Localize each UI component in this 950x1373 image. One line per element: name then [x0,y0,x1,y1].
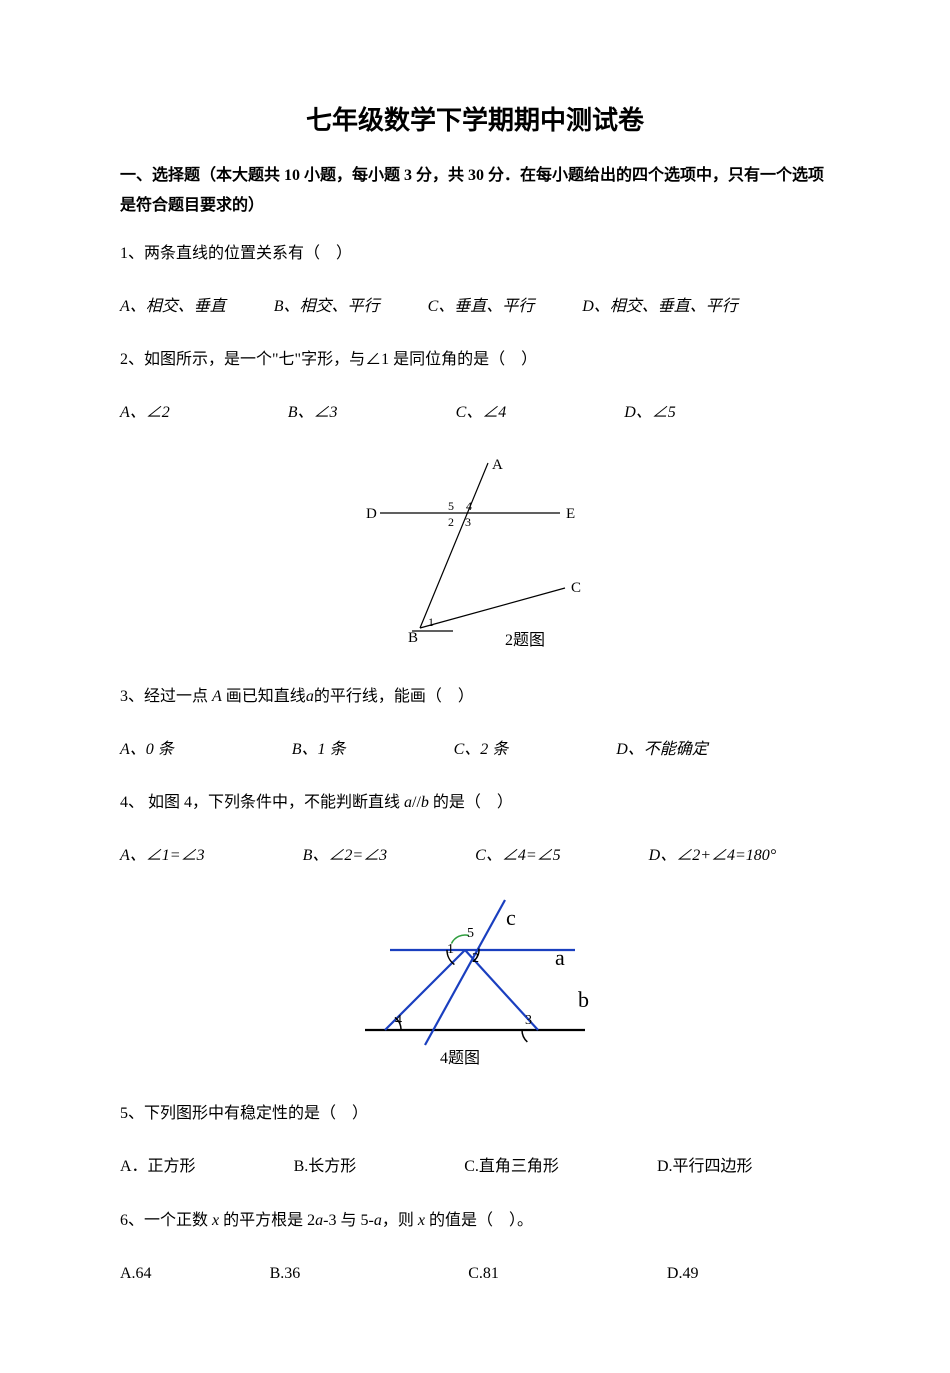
q1-opt-b: B、相交、平行 [274,293,380,320]
q4-opt-c: C、∠4=∠5 [475,842,560,869]
q2-opt-a: A、∠2 [120,399,170,426]
svg-text:b: b [578,987,589,1012]
q3-text: 3、经过一点 A 画已知直线a的平行线，能画（ ） [120,683,830,710]
svg-text:5: 5 [448,499,454,513]
q5-opt-a: A．正方形 [120,1153,196,1180]
q6-opt-c: C.81 [468,1260,499,1287]
q2-opt-b: B、∠3 [288,399,338,426]
svg-text:4: 4 [466,499,472,513]
svg-text:1: 1 [447,942,454,957]
q6-opt-b: B.36 [270,1260,301,1287]
svg-text:3: 3 [525,1013,532,1028]
svg-text:4题图: 4题图 [440,1050,480,1067]
q3-opt-c: C、2 条 [454,736,509,763]
svg-text:2题图: 2题图 [505,632,545,649]
q1-opt-d: D、相交、垂直、平行 [582,293,738,320]
q1-opt-c: C、垂直、平行 [428,293,535,320]
q4-text: 4、 如图 4，下列条件中，不能判断直线 a//b 的是（ ） [120,789,830,816]
q4-opt-d: D、∠2+∠4=180° [649,842,777,869]
svg-text:c: c [506,905,516,930]
exam-title: 七年级数学下学期期中测试卷 [120,100,830,137]
svg-text:4: 4 [395,1013,402,1028]
q4-options: A、∠1=∠3 B、∠2=∠3 C、∠4=∠5 D、∠2+∠4=180° [120,842,830,869]
svg-text:C: C [571,580,581,596]
svg-text:a: a [555,945,565,970]
section-1-header: 一、选择题（本大题共 10 小题，每小题 3 分，共 30 分．在每小题给出的四… [120,161,830,222]
q3-options: A、0 条 B、1 条 C、2 条 D、不能确定 [120,736,830,763]
q3-opt-a: A、0 条 [120,736,174,763]
svg-text:B: B [408,630,418,646]
svg-text:D: D [366,506,377,522]
svg-text:5: 5 [467,926,474,941]
q5-opt-b: B.长方形 [294,1153,357,1180]
q1-text: 1、两条直线的位置关系有（ ） [120,240,830,267]
q6-text: 6、一个正数 x 的平方根是 2a-3 与 5-a，则 x 的值是（ ）。 [120,1207,830,1234]
q2-opt-c: C、∠4 [456,399,507,426]
q5-opt-d: D.平行四边形 [657,1153,753,1180]
q6-opt-a: A.64 [120,1260,152,1287]
q5-options: A．正方形 B.长方形 C.直角三角形 D.平行四边形 [120,1153,830,1180]
svg-text:1: 1 [428,615,434,629]
svg-text:2: 2 [472,951,479,966]
q6-opt-d: D.49 [667,1260,699,1287]
q3-opt-b: B、1 条 [292,736,346,763]
q1-opt-a: A、相交、垂直 [120,293,226,320]
q5-text: 5、下列图形中有稳定性的是（ ） [120,1100,830,1127]
q4-opt-b: B、∠2=∠3 [303,842,388,869]
svg-text:A: A [492,457,503,473]
q1-options: A、相交、垂直 B、相交、平行 C、垂直、平行 D、相交、垂直、平行 [120,293,830,320]
q2-figure: A D E C B 5423 1 2题图 [120,453,830,653]
svg-text:E: E [566,506,575,522]
q2-options: A、∠2 B、∠3 C、∠4 D、∠5 [120,399,830,426]
q2-opt-d: D、∠5 [624,399,676,426]
q4-figure: 51 2 4 3 c ab 4题图 [120,895,830,1070]
svg-text:3: 3 [465,515,471,529]
svg-text:2: 2 [448,515,454,529]
q5-opt-c: C.直角三角形 [464,1153,559,1180]
q6-options: A.64 B.36 C.81 D.49 [120,1260,830,1287]
q2-text: 2、如图所示，是一个"七"字形，与∠1 是同位角的是（ ） [120,346,830,373]
q3-opt-d: D、不能确定 [616,736,708,763]
q4-opt-a: A、∠1=∠3 [120,842,205,869]
